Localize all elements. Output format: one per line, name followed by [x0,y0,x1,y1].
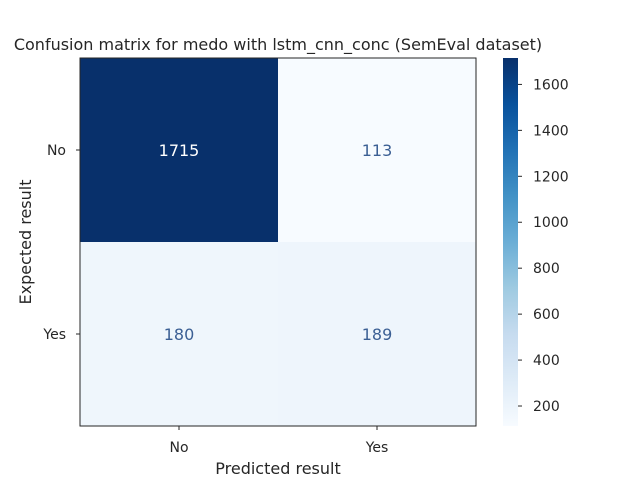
colorbar-tick-label: 1000 [533,215,569,231]
colorbar-tick-label: 1600 [533,77,569,93]
heatmap-cell-0-1 [278,58,476,242]
heatmap-cell-0-0 [80,58,278,242]
cell-value-label: 113 [362,141,393,160]
x-tick-labels: No Yes [169,426,388,456]
colorbar-tick-label: 1400 [533,123,569,139]
y-tick-label: No [47,143,66,159]
colorbar [503,58,518,426]
chart-title: Confusion matrix for medo with lstm_cnn_… [14,35,542,55]
colorbar-tick-label: 400 [533,353,560,369]
colorbar-ticks: 200 400 600 800 1000 1200 1400 1600 [518,77,569,415]
heatmap-cells: 1715 113 180 189 [80,58,476,426]
x-axis-label: Predicted result [215,459,340,478]
cell-value-label: 189 [362,325,393,344]
colorbar-tick-label: 600 [533,307,560,323]
y-axis-label: Expected result [16,180,35,305]
y-tick-labels: No Yes [42,143,80,343]
plot-frame [79,57,477,427]
cell-value-label: 180 [164,325,195,344]
heatmap-cell-1-0 [80,242,278,426]
colorbar-tick-label: 200 [533,399,560,415]
y-tick-label: Yes [42,327,66,343]
x-tick-label: No [169,440,188,456]
heatmap-cell-1-1 [278,242,476,426]
x-tick-label: Yes [365,440,389,456]
colorbar-tick-label: 1200 [533,169,569,185]
colorbar-tick-label: 800 [533,261,560,277]
cell-value-label: 1715 [159,141,200,160]
